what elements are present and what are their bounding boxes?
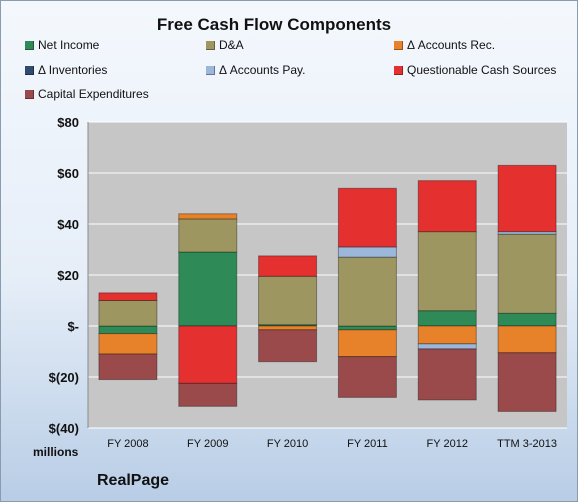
y-tick-label: $- bbox=[67, 319, 79, 334]
legend-swatch bbox=[25, 41, 34, 50]
bar-segment-questionable-cash-sources bbox=[258, 255, 318, 277]
bar-segment-capital-expenditures bbox=[258, 329, 318, 363]
legend-label: D&A bbox=[219, 38, 244, 52]
bar-segment-d-a bbox=[258, 275, 318, 326]
legend-swatch bbox=[394, 41, 403, 50]
bar-segment-accounts-rec bbox=[337, 329, 397, 358]
bar-segment-net-income bbox=[417, 310, 477, 327]
bar-segment-net-income bbox=[98, 325, 158, 335]
bar-segment-accounts-rec bbox=[258, 325, 318, 331]
legend-item-accounts-pay: Δ Accounts Pay. bbox=[206, 63, 306, 77]
legend-label: Δ Inventories bbox=[38, 63, 108, 77]
x-tick-label: FY 2009 bbox=[187, 438, 228, 450]
y-tick-label: $(20) bbox=[49, 370, 79, 385]
bar-segment-questionable-cash-sources bbox=[497, 164, 557, 233]
bar-segment-accounts-pay bbox=[417, 343, 477, 350]
bar-segment-accounts-rec bbox=[178, 213, 238, 220]
x-tick-label: FY 2011 bbox=[347, 438, 388, 450]
legend-item-inventories: Δ Inventories bbox=[25, 63, 107, 77]
bar-segment-questionable-cash-sources bbox=[337, 187, 397, 248]
legend-swatch bbox=[25, 66, 34, 75]
legend-item-d-a: D&A bbox=[206, 38, 244, 52]
x-tick-label: FY 2012 bbox=[427, 438, 468, 450]
legend-swatch bbox=[206, 41, 215, 50]
bar-segment-questionable-cash-sources bbox=[417, 180, 477, 233]
legend-swatch bbox=[25, 90, 34, 99]
legend-label: Δ Accounts Rec. bbox=[407, 38, 496, 52]
bar-segment-net-income bbox=[337, 325, 397, 331]
bar-segment-d-a bbox=[417, 231, 477, 312]
bar-segment-d-a bbox=[178, 218, 238, 253]
x-tick-label: FY 2010 bbox=[267, 438, 308, 450]
bar-segment-accounts-rec bbox=[417, 325, 477, 345]
y-tick-label: $(40) bbox=[49, 421, 79, 436]
y-tick-label: $20 bbox=[57, 268, 79, 283]
bar-segment-net-income bbox=[497, 312, 557, 327]
bar-segment-accounts-rec bbox=[98, 333, 158, 355]
y-unit-label: millions bbox=[33, 445, 79, 459]
legend-label: Net Income bbox=[38, 38, 100, 52]
bar-segment-d-a bbox=[98, 300, 158, 327]
bar-segment-questionable-cash-sources bbox=[98, 292, 158, 302]
chart-title: Free Cash Flow Components bbox=[156, 15, 392, 34]
x-tick-label: TTM 3-2013 bbox=[497, 438, 557, 450]
bar-segment-accounts-rec bbox=[497, 325, 557, 354]
legend-label: Capital Expenditures bbox=[38, 87, 149, 101]
bar-segment-capital-expenditures bbox=[98, 353, 158, 381]
bar-segment-capital-expenditures bbox=[337, 356, 397, 398]
x-tick-label: FY 2008 bbox=[107, 438, 148, 450]
legend-item-capital-expenditures: Capital Expenditures bbox=[25, 87, 149, 101]
legend-item-accounts-rec: Δ Accounts Rec. bbox=[394, 38, 495, 52]
legend-swatch bbox=[394, 66, 403, 75]
y-tick-label: $40 bbox=[57, 217, 79, 232]
bar-segment-d-a bbox=[497, 233, 557, 314]
legend-label: Δ Accounts Pay. bbox=[219, 63, 306, 77]
bar-segment-capital-expenditures bbox=[178, 382, 238, 407]
legend-label: Questionable Cash Sources bbox=[407, 63, 557, 77]
bar-segment-accounts-pay bbox=[337, 246, 397, 258]
bar-segment-d-a bbox=[337, 256, 397, 327]
legend-swatch bbox=[206, 66, 215, 75]
y-tick-label: $80 bbox=[57, 115, 79, 130]
legend-item-net-income: Net Income bbox=[25, 38, 99, 52]
y-tick-label: $60 bbox=[57, 166, 79, 181]
bar-segment-capital-expenditures bbox=[497, 352, 557, 412]
bar-segment-capital-expenditures bbox=[417, 348, 477, 401]
legend-item-questionable-cash-sources: Questionable Cash Sources bbox=[394, 63, 556, 77]
bar-segment-questionable-cash-sources bbox=[178, 325, 238, 384]
company-label: RealPage bbox=[97, 472, 170, 489]
bar-segment-net-income bbox=[178, 251, 238, 327]
